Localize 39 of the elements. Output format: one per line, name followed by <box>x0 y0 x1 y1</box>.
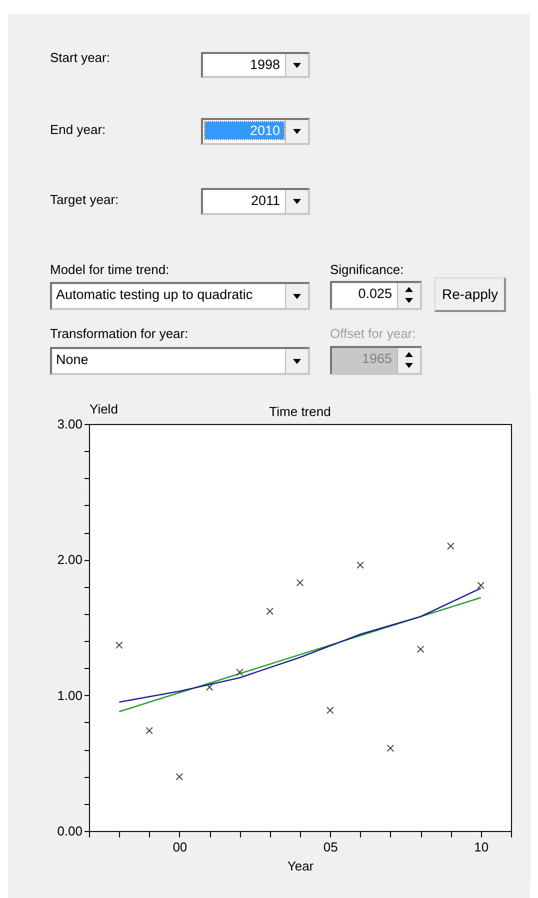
dropdown-field: Automatic testing up to quadratic <box>50 282 310 310</box>
dropdown-field: None <box>50 347 310 375</box>
text: End year: <box>50 122 106 137</box>
chart-title: Time trend <box>269 404 331 419</box>
y-axis-title: Yield <box>90 402 118 416</box>
text: Target year: <box>50 192 119 207</box>
text: Offset for year: <box>330 326 416 341</box>
point <box>206 684 214 691</box>
x-tick-label: 10 <box>474 840 489 854</box>
dropdown-field: 2011 <box>201 188 310 215</box>
text: Significance: <box>330 262 404 277</box>
point <box>477 582 485 590</box>
y-tick-label: 1.00 <box>57 688 82 703</box>
point <box>115 641 123 649</box>
point <box>146 726 153 734</box>
x-axis-title: Year <box>287 858 314 874</box>
x-tick-label: 05 <box>323 840 338 854</box>
point <box>386 744 394 752</box>
button: Re-apply <box>434 277 506 312</box>
point <box>266 608 274 615</box>
point <box>326 706 334 714</box>
x-tick-label: 00 <box>172 840 188 854</box>
point <box>296 579 304 586</box>
point <box>356 561 364 569</box>
y-tick-label: 3.00 <box>57 416 82 432</box>
y-tick-label: 2.00 <box>57 552 82 568</box>
point <box>176 773 184 780</box>
dropdown-field: 2010 <box>201 118 310 145</box>
y-tick-label: 0.00 <box>57 824 82 838</box>
point <box>236 668 244 676</box>
line-series <box>118 588 482 703</box>
point <box>416 646 424 653</box>
dropdown-field: 1998 <box>201 52 310 78</box>
spin-field: 0.025 <box>330 281 422 310</box>
text: Model for time trend: <box>50 262 170 277</box>
spin-field: 1965 <box>330 346 422 375</box>
text: Start year: <box>50 50 110 65</box>
text: Transformation for year: <box>50 326 188 341</box>
point <box>447 542 454 550</box>
